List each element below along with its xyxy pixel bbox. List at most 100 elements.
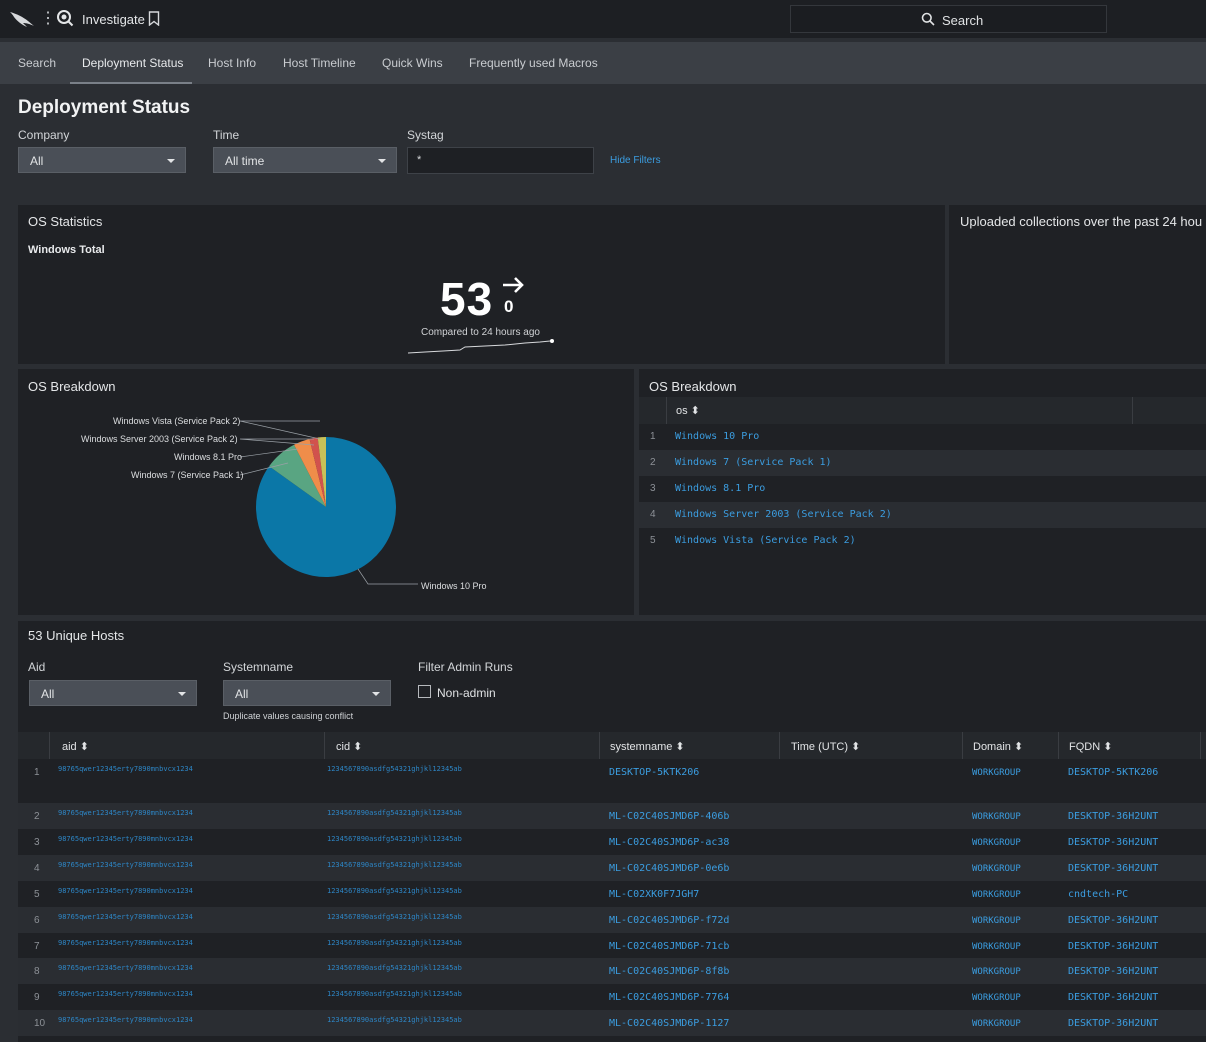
time-utc-column-header[interactable]: Time (UTC) ⬍ [791,741,861,753]
pie-slice[interactable] [269,444,326,507]
tab-host-info[interactable]: Host Info [208,56,257,70]
domain-link[interactable]: WORKGROUP [972,1019,1021,1029]
systag-input[interactable]: * [407,147,594,174]
systemname-link[interactable]: DESKTOP-5KTK206 [609,767,700,778]
os-table-row[interactable]: 3 Windows 8.1 Pro [639,476,1206,502]
aid-link[interactable]: 98765qwer12345erty7890mnbvcx1234 [58,964,193,972]
cid-link[interactable]: 1234567890asdfg54321ghjkl12345ab [327,835,462,843]
aid-link[interactable]: 98765qwer12345erty7890mnbvcx1234 [58,939,193,947]
os-name-link[interactable]: Windows 7 (Service Pack 1) [675,457,832,468]
pie-slice[interactable] [309,437,326,507]
tab-frequently-used-macros[interactable]: Frequently used Macros [469,56,598,70]
aid-link[interactable]: 98765qwer12345erty7890mnbvcx1234 [58,990,193,998]
os-table-row[interactable]: 5 Windows Vista (Service Pack 2) [639,528,1206,554]
os-column-header[interactable]: os ⬍ [676,405,700,417]
cid-link[interactable]: 1234567890asdfg54321ghjkl12345ab [327,1016,462,1024]
host-table-row[interactable]: 4 98765qwer12345erty7890mnbvcx1234 1234567… [18,855,1206,881]
cid-link[interactable]: 1234567890asdfg54321ghjkl12345ab [327,887,462,895]
aid-column-header[interactable]: aid ⬍ [62,741,89,753]
aid-link[interactable]: 98765qwer12345erty7890mnbvcx1234 [58,765,193,773]
non-admin-checkbox[interactable] [418,685,431,698]
domain-link[interactable]: WORKGROUP [972,812,1021,822]
host-table-row[interactable]: 6 98765qwer12345erty7890mnbvcx1234 1234567… [18,907,1206,933]
tab-host-timeline[interactable]: Host Timeline [283,56,356,70]
os-table-row[interactable]: 1 Windows 10 Pro [639,424,1206,450]
systemname-link[interactable]: ML-C02C40SJMD6P-71cb [609,941,730,952]
domain-link[interactable]: WORKGROUP [972,942,1021,952]
systemname-link[interactable]: ML-C02C40SJMD6P-1127 [609,1018,730,1029]
fqdn-link[interactable]: DESKTOP-36H2UNT [1068,966,1159,977]
host-table-row[interactable]: 7 98765qwer12345erty7890mnbvcx1234 1234567… [18,933,1206,959]
pie-slice[interactable] [294,438,326,507]
host-table-row[interactable]: 5 98765qwer12345erty7890mnbvcx1234 1234567… [18,881,1206,907]
company-select[interactable]: All [18,147,186,173]
bookmark-icon[interactable] [148,11,160,26]
kebab-menu-icon[interactable]: ⋮ [40,10,56,27]
domain-link[interactable]: WORKGROUP [972,993,1021,1003]
os-table-row[interactable]: 2 Windows 7 (Service Pack 1) [639,450,1206,476]
non-admin-label: Non-admin [437,686,496,700]
cid-link[interactable]: 1234567890asdfg54321ghjkl12345ab [327,861,462,869]
global-search-button[interactable]: Search [790,5,1107,33]
aid-link[interactable]: 98765qwer12345erty7890mnbvcx1234 [58,861,193,869]
host-table-row[interactable]: 10 98765qwer12345erty7890mnbvcx1234 123456… [18,1010,1206,1036]
tab-deployment-status[interactable]: Deployment Status [82,56,184,70]
systemname-select[interactable]: All [223,680,391,706]
systemname-link[interactable]: ML-C02C40SJMD6P-ac38 [609,837,730,848]
fqdn-link[interactable]: DESKTOP-36H2UNT [1068,915,1159,926]
pie-slice[interactable] [317,437,326,507]
domain-link[interactable]: WORKGROUP [972,768,1021,778]
fqdn-link[interactable]: DESKTOP-36H2UNT [1068,1018,1159,1029]
os-name-link[interactable]: Windows Server 2003 (Service Pack 2) [675,509,892,520]
host-table-row[interactable]: 8 98765qwer12345erty7890mnbvcx1234 1234567… [18,958,1206,984]
domain-link[interactable]: WORKGROUP [972,838,1021,848]
cid-link[interactable]: 1234567890asdfg54321ghjkl12345ab [327,990,462,998]
cid-column-header[interactable]: cid ⬍ [336,741,363,753]
systemname-link[interactable]: ML-C02C40SJMD6P-0e6b [609,863,730,874]
tab-quick-wins[interactable]: Quick Wins [382,56,443,70]
os-table-row[interactable]: 4 Windows Server 2003 (Service Pack 2) [639,502,1206,528]
tab-search[interactable]: Search [18,56,57,70]
host-table-row[interactable]: 1 98765qwer12345erty7890mnbvcx1234 1234567… [18,759,1206,803]
domain-link[interactable]: WORKGROUP [972,916,1021,926]
fqdn-link[interactable]: DESKTOP-36H2UNT [1068,863,1159,874]
systemname-link[interactable]: ML-C02XK0F7JGH7 [609,889,700,900]
fqdn-link[interactable]: DESKTOP-36H2UNT [1068,941,1159,952]
host-table-row[interactable]: 9 98765qwer12345erty7890mnbvcx1234 1234567… [18,984,1206,1010]
cid-link[interactable]: 1234567890asdfg54321ghjkl12345ab [327,765,462,773]
hide-filters-link[interactable]: Hide Filters [610,155,661,166]
cid-link[interactable]: 1234567890asdfg54321ghjkl12345ab [327,809,462,817]
domain-link[interactable]: WORKGROUP [972,864,1021,874]
aid-link[interactable]: 98765qwer12345erty7890mnbvcx1234 [58,887,193,895]
fqdn-link[interactable]: DESKTOP-5KTK206 [1068,767,1159,778]
aid-link[interactable]: 98765qwer12345erty7890mnbvcx1234 [58,835,193,843]
fqdn-link[interactable]: DESKTOP-36H2UNT [1068,837,1159,848]
aid-link[interactable]: 98765qwer12345erty7890mnbvcx1234 [58,809,193,817]
falcon-logo-icon[interactable] [8,9,36,29]
os-name-link[interactable]: Windows Vista (Service Pack 2) [675,535,856,546]
domain-link[interactable]: WORKGROUP [972,890,1021,900]
cid-link[interactable]: 1234567890asdfg54321ghjkl12345ab [327,913,462,921]
cid-link[interactable]: 1234567890asdfg54321ghjkl12345ab [327,964,462,972]
cid-link[interactable]: 1234567890asdfg54321ghjkl12345ab [327,939,462,947]
host-table-row[interactable]: 3 98765qwer12345erty7890mnbvcx1234 1234567… [18,829,1206,855]
aid-select[interactable]: All [29,680,197,706]
systemname-link[interactable]: ML-C02C40SJMD6P-406b [609,811,730,822]
aid-link[interactable]: 98765qwer12345erty7890mnbvcx1234 [58,913,193,921]
fqdn-link[interactable]: DESKTOP-36H2UNT [1068,992,1159,1003]
systemname-link[interactable]: ML-C02C40SJMD6P-f72d [609,915,730,926]
domain-column-header[interactable]: Domain ⬍ [973,741,1024,753]
systemname-column-header[interactable]: systemname ⬍ [610,741,685,753]
os-name-link[interactable]: Windows 8.1 Pro [675,483,766,494]
pie-leader-line [239,462,289,476]
aid-link[interactable]: 98765qwer12345erty7890mnbvcx1234 [58,1016,193,1024]
host-table-row[interactable]: 2 98765qwer12345erty7890mnbvcx1234 1234567… [18,803,1206,829]
systemname-link[interactable]: ML-C02C40SJMD6P-7764 [609,992,730,1003]
time-select[interactable]: All time [213,147,397,173]
fqdn-link[interactable]: DESKTOP-36H2UNT [1068,811,1159,822]
os-name-link[interactable]: Windows 10 Pro [675,431,760,442]
systemname-link[interactable]: ML-C02C40SJMD6P-8f8b [609,966,730,977]
domain-link[interactable]: WORKGROUP [972,967,1021,977]
fqdn-column-header[interactable]: FQDN ⬍ [1069,741,1113,753]
fqdn-link[interactable]: cndtech-PC [1068,889,1129,900]
